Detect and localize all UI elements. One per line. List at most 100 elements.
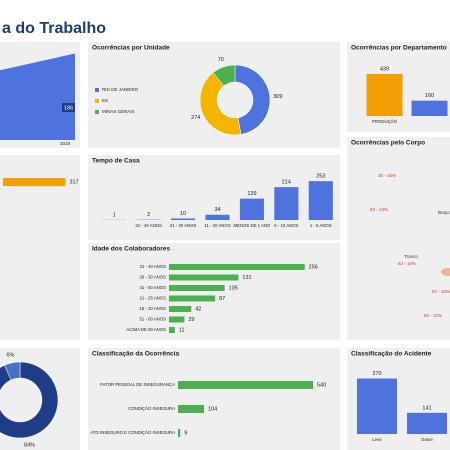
value-label: 10 (180, 211, 186, 217)
value-label: 34 (214, 207, 220, 213)
value-label: 256 (309, 264, 318, 270)
x-tick-label: Leve (372, 437, 382, 442)
chart-title: Tempo de Casa (92, 158, 140, 165)
x-tick-label: MENOS DE 1 ANO (234, 223, 271, 228)
value-label: 214 (282, 180, 291, 186)
panel (88, 348, 340, 450)
legend-label: ES (102, 98, 108, 103)
x-tick-label: 11 - 20 ANOS (204, 223, 230, 228)
body-annotation: 80 - 12% (424, 313, 442, 318)
bar (178, 405, 204, 413)
value-label: 253 (316, 174, 325, 180)
bar (308, 181, 333, 220)
bar (169, 264, 305, 270)
chart-title: Ocorrências por Unidade (92, 45, 170, 52)
body-annotation: 67 - 10% (432, 289, 450, 294)
value-label: 186 (64, 105, 73, 111)
y-tick-label: CONDIÇÃO INSEGURA (128, 406, 175, 411)
donut-slice (199, 72, 242, 136)
bar (205, 214, 230, 220)
x-tick-label: 2019 (60, 141, 71, 146)
x-tick-label: 21 - 30 ANOS (170, 223, 197, 228)
bar (274, 187, 299, 220)
chart-title: Classificação do Acidente (351, 351, 432, 358)
value-label: 9 (184, 430, 187, 436)
chart-title: Ocorrências pelo Corpo (351, 140, 425, 147)
value-label: 11 (179, 327, 185, 333)
value-label: 309 (273, 94, 282, 100)
bar (169, 285, 225, 291)
body-annotation: Braço (438, 210, 450, 215)
legend-swatch (95, 99, 99, 103)
chart-title: Classificação da Ocorrência (92, 351, 179, 358)
value-label: 42 (195, 306, 201, 312)
donut-slice (212, 64, 236, 87)
body-annotation: 63 - 10% (398, 261, 416, 266)
value-label: 131 (242, 275, 251, 281)
value-label: 87 (219, 296, 225, 302)
value-label-box (62, 103, 75, 112)
donut-slice (0, 361, 59, 439)
value-label: 6% (6, 352, 14, 358)
legend-label: MINAS GERAIS (102, 109, 135, 114)
bar (171, 218, 196, 220)
bar (411, 100, 448, 116)
x-tick-label: 1 - 5 ANOS (310, 223, 332, 228)
value-label: 2 (147, 212, 150, 218)
y-tick-label: 21 - 25 ANOS (139, 296, 166, 301)
body-figure (441, 268, 450, 276)
y-tick-label: 18 - 20 ANOS (139, 306, 166, 311)
x-tick-label: 31 - 40 ANOS (135, 223, 162, 228)
y-tick-label: ATO INSEGURO E CONDIÇÃO INSEGURA (90, 430, 175, 435)
value-label: 70 (218, 57, 224, 63)
y-tick-label: ACIMA DE 60 ANOS (126, 327, 166, 332)
value-label: 104 (208, 406, 217, 412)
page-title: a do Trabalho (2, 20, 106, 37)
body-annotation: Tronco (404, 254, 418, 259)
bar (169, 274, 239, 281)
donut-slice (4, 361, 21, 381)
y-tick-label: 51 - 60 ANOS (139, 317, 166, 322)
bar (169, 316, 185, 323)
value-label: 370 (372, 371, 381, 377)
bar (178, 429, 181, 437)
bar (357, 378, 397, 434)
chart-title: Idade dos Colaboradores (92, 246, 170, 253)
y-tick-label: 41 - 50 ANOS (139, 285, 166, 290)
bar (178, 381, 313, 389)
value-label: 274 (191, 115, 200, 121)
value-label: 1 (113, 212, 116, 218)
value-label: 540 (317, 382, 326, 388)
bar (169, 306, 192, 312)
y-tick-label: FATOR PESSOAL DE INSEGURANÇA (100, 382, 175, 387)
value-label: 139 (247, 191, 256, 197)
value-label: 29 (188, 317, 194, 323)
value-label: 141 (422, 405, 431, 411)
value-label: 317 (69, 179, 78, 185)
legend-swatch (95, 88, 99, 92)
area (0, 53, 75, 141)
x-tick-label: PRODUÇÃO (372, 119, 397, 124)
y-tick-label: 31 - 40 ANOS (139, 264, 166, 269)
body-annotation: 35 - 15% (378, 173, 396, 178)
bar (407, 412, 447, 434)
value-label: 160 (425, 93, 434, 99)
x-tick-label: 6 - 10 ANOS (274, 223, 298, 228)
panel (88, 243, 340, 340)
x-tick-label: Grave (421, 437, 433, 442)
value-label: 84% (24, 442, 35, 448)
chart-title: Ocorrências por Departamento (351, 45, 447, 52)
bar (239, 198, 264, 220)
bar (169, 327, 175, 333)
y-tick-label: 26 - 30 ANOS (139, 275, 166, 280)
value-label: 105 (229, 285, 238, 291)
legend-label: RIO DE JANEIRO (102, 87, 139, 92)
legend-swatch (95, 110, 99, 114)
value-label: 439 (380, 66, 389, 72)
panel (347, 137, 450, 340)
body-annotation: 82 - 13% (370, 207, 388, 212)
bar (169, 295, 216, 302)
bar (366, 73, 403, 116)
